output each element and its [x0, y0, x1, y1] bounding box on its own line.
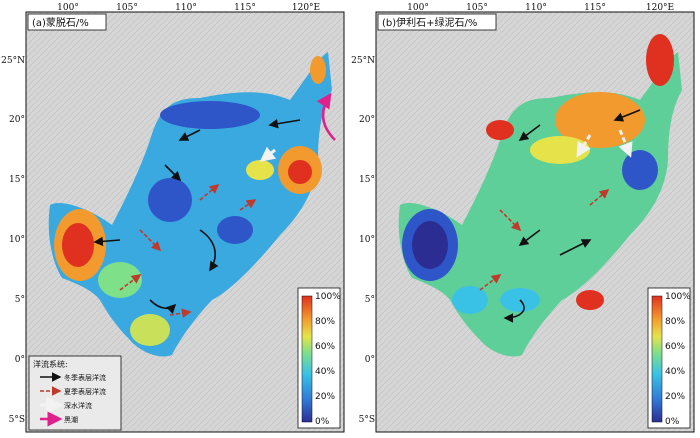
summer-current-arrow: [479, 274, 502, 291]
cb-label: 100%: [665, 292, 691, 302]
lon-tick: 105°: [466, 3, 488, 13]
lat-tick: 20°: [9, 115, 25, 125]
cb-label: 60%: [665, 342, 685, 352]
winter-current-arrow: [268, 118, 301, 129]
lat-tick: 15°: [359, 175, 375, 185]
lon-tick: 100°: [57, 3, 79, 13]
lat-tick: 5°: [365, 295, 375, 305]
winter-current-arrow: [518, 124, 541, 141]
summer-current-arrow: [499, 209, 522, 232]
lat-tick: 25°N: [351, 56, 375, 66]
lat-tick: 5°S: [9, 415, 25, 425]
lat-tick: 25°N: [1, 56, 25, 66]
summer-current-arrow: [139, 229, 162, 252]
panel-b-title: (b)伊利石+绿泥石/%: [382, 16, 477, 29]
winter-current-arrow: [149, 299, 177, 315]
cb-label: 20%: [665, 392, 685, 402]
panel-a-lon-ticks: 100° 105° 110° 115° 120°E: [57, 3, 320, 13]
legend-item-winter: 冬季表层洋流: [64, 373, 106, 382]
panel-a-colorbar: [301, 295, 313, 423]
winter-current-arrow: [199, 229, 219, 272]
legend-item-kuroshio: 黑潮: [64, 415, 78, 424]
winter-current-arrow: [164, 164, 182, 182]
lon-tick: 110°: [175, 3, 197, 13]
lat-tick: 20°: [359, 115, 375, 125]
cb-label: 60%: [315, 342, 335, 352]
current-legend: 洋流系统: 冬季表层洋流 夏季表层洋流 深水洋流 黑潮: [28, 355, 122, 431]
lon-tick: 100°: [407, 3, 429, 13]
lon-tick: 115°: [234, 3, 256, 13]
lat-tick: 10°: [9, 235, 25, 245]
legend-item-deep: 深水洋流: [64, 401, 92, 410]
summer-current-arrow: [169, 308, 192, 318]
lat-tick: 0°: [365, 355, 375, 365]
lat-tick: 5°: [15, 295, 25, 305]
panel-b-colorbar-labels: 100% 80% 60% 40% 20% 0%: [665, 292, 691, 427]
cb-label: 0%: [665, 417, 680, 427]
cb-label: 40%: [665, 367, 685, 377]
panel-a: (a)蒙脱石/% 100% 80% 60% 40% 20% 0% 洋流系统: 冬…: [1, 3, 345, 433]
lat-tick: 0°: [15, 355, 25, 365]
panel-a-lat-ticks: 25°N 20° 15° 10° 5° 0° 5°S: [1, 56, 25, 425]
panel-b-lat-ticks: 25°N 20° 15° 10° 5° 0° 5°S: [351, 56, 375, 425]
panel-a-currents: [93, 92, 336, 318]
cb-label: 80%: [665, 317, 685, 327]
cb-label: 0%: [315, 417, 330, 427]
winter-current-arrow: [178, 129, 201, 141]
cb-label: 100%: [315, 292, 341, 302]
deep-current-arrow: [618, 129, 633, 158]
legend-title: 洋流系统:: [33, 359, 68, 369]
summer-current-arrow: [589, 188, 610, 206]
panel-b-currents: [479, 109, 641, 323]
cb-label: 20%: [315, 392, 335, 402]
summer-current-arrow: [119, 274, 142, 291]
kuroshio-arrow: [316, 92, 336, 141]
lon-tick: 110°: [525, 3, 547, 13]
lon-tick: 120°E: [646, 3, 674, 13]
panel-a-title: (a)蒙脱石/%: [32, 16, 89, 29]
winter-current-arrow: [93, 236, 121, 247]
deep-current-arrow: [576, 134, 592, 158]
legend-item-summer: 夏季表层洋流: [64, 387, 106, 396]
summer-current-arrow: [199, 183, 220, 201]
panel-b-title-box: [377, 13, 497, 31]
summer-current-arrow: [239, 199, 257, 211]
panel-b: (b)伊利石+绿泥石/% 100% 80% 60% 40% 20% 0% 100…: [351, 3, 695, 433]
panel-a-title-box: [27, 13, 107, 31]
panel-b-lon-ticks: 100° 105° 110° 115° 120°E: [407, 3, 674, 13]
winter-current-arrow: [503, 299, 525, 323]
lat-tick: 5°S: [359, 415, 375, 425]
winter-current-arrow: [518, 229, 541, 246]
cb-label: 40%: [315, 367, 335, 377]
winter-current-arrow: [613, 109, 641, 122]
lon-tick: 115°: [584, 3, 606, 13]
legend-box: [28, 355, 122, 431]
lon-tick: 105°: [116, 3, 138, 13]
winter-current-arrow: [559, 239, 592, 256]
panel-b-heatmap: [398, 34, 682, 357]
panel-a-colorbar-labels: 100% 80% 60% 40% 20% 0%: [315, 292, 341, 427]
deep-current-arrow: [259, 146, 277, 162]
lon-tick: 120°E: [292, 3, 320, 13]
panel-b-colorbar: [651, 295, 663, 423]
lat-tick: 15°: [9, 175, 25, 185]
lat-tick: 10°: [359, 235, 375, 245]
cb-label: 80%: [315, 317, 335, 327]
panel-a-heatmap: [48, 52, 333, 357]
